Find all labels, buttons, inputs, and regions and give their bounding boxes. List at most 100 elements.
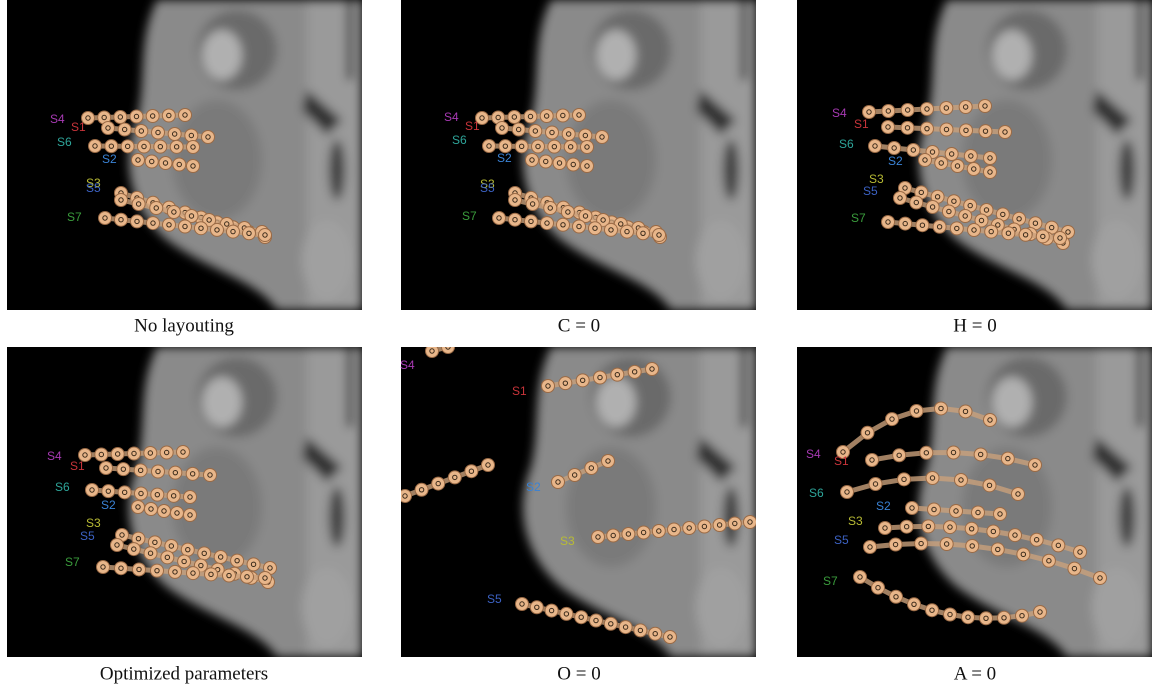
electrode-contact: [214, 551, 227, 564]
panel-caption: O = 0: [557, 663, 600, 684]
electrode-contact: [908, 598, 921, 611]
electrode-contact: [864, 541, 877, 554]
electrode-contact: [928, 503, 941, 516]
electrode-contact: [921, 122, 934, 135]
electrode-contact: [611, 368, 624, 381]
electrode-contact: [890, 590, 903, 603]
electrode-label: S5: [834, 533, 849, 547]
electrode-contact: [581, 141, 594, 154]
electrode-label: S4: [47, 449, 62, 463]
electrode-contact: [900, 520, 913, 533]
electrode-contact: [1074, 546, 1087, 559]
electrode-contact: [241, 570, 254, 583]
electrode-contact: [575, 611, 588, 624]
electrode-contact: [1052, 539, 1065, 552]
electrode-contact: [144, 447, 157, 460]
electrode-label: S7: [851, 211, 866, 225]
electrode-contact: [915, 537, 928, 550]
electrode-contact: [562, 128, 575, 141]
electrode-contact: [540, 110, 553, 123]
electrode-contact: [223, 569, 236, 582]
electrode-label: S3: [560, 534, 575, 548]
electrode-contact: [646, 363, 659, 376]
electrode-contact: [962, 611, 975, 624]
electrode-contact: [935, 157, 948, 170]
electrode-contact: [947, 446, 960, 459]
electrode-contact: [151, 488, 164, 501]
electrode-contact: [135, 487, 148, 500]
electrode-contact: [987, 525, 1000, 538]
electrode-contact: [515, 140, 528, 153]
electrode-contact: [89, 140, 102, 153]
electrode-contact: [621, 225, 634, 238]
electrode-contact: [882, 216, 895, 229]
electrode-contact: [968, 224, 981, 237]
electrode-contact: [512, 123, 525, 136]
electrode-label: S5: [86, 181, 101, 195]
electrode-contact: [974, 448, 987, 461]
electrode-contact: [898, 473, 911, 486]
electrode-label: S1: [512, 384, 527, 398]
electrode-contact: [933, 220, 946, 233]
electrode-contact: [171, 507, 184, 520]
electrode-contact: [546, 126, 559, 139]
electrode-contact: [158, 505, 171, 518]
electrode-contact: [901, 104, 914, 117]
electrode-contact: [138, 140, 151, 153]
electrode-contact: [111, 448, 124, 461]
electrode-contact: [994, 508, 1007, 521]
electrode-contact: [154, 140, 167, 153]
electrode-contact: [211, 223, 224, 236]
electrode-contact: [959, 405, 972, 418]
electrode-contact: [628, 365, 641, 378]
electrode-contact: [544, 202, 557, 215]
electrode-contact: [557, 218, 570, 231]
electrode-contact: [637, 227, 650, 240]
electrode-contact: [173, 158, 186, 171]
electrode-contact: [866, 454, 879, 467]
electrode-contact: [152, 465, 165, 478]
electrode-contact: [115, 194, 128, 207]
electrode-contact: [167, 489, 180, 502]
electrode-contact: [100, 462, 113, 475]
electrode-label: S3: [86, 516, 101, 530]
electrode-contact: [151, 564, 164, 577]
electrode-contact: [128, 447, 141, 460]
electrode-contact: [1042, 554, 1055, 567]
electrode-label: S3: [848, 514, 863, 528]
electrode-label: S5: [480, 181, 495, 195]
electrode-contact: [940, 123, 953, 136]
electrode-contact: [585, 462, 598, 475]
electrode-contact: [592, 531, 605, 544]
electrode-contact: [509, 194, 522, 207]
electrode-contact: [942, 205, 955, 218]
electrode-contact: [167, 206, 180, 219]
electrode-contact: [127, 543, 140, 556]
electrode-contact: [653, 229, 666, 242]
electrode-contact: [102, 485, 115, 498]
electrode-contact: [561, 206, 574, 219]
electrode-contact: [524, 110, 537, 123]
electrode-contact: [886, 413, 899, 426]
scan-image: [7, 0, 362, 310]
electrode-contact: [940, 102, 953, 115]
electrode-contact: [984, 414, 997, 427]
electrode-contact: [602, 455, 615, 468]
electrode-contact: [132, 154, 145, 167]
electrode-contact: [545, 604, 558, 617]
electrode-contact: [888, 142, 901, 155]
electrode-contact: [1016, 609, 1029, 622]
electrode-contact: [634, 624, 647, 637]
electrode-label: S4: [400, 358, 415, 372]
electrode-contact: [184, 509, 197, 522]
electrode-contact: [906, 502, 919, 515]
electrode-contact: [184, 491, 197, 504]
electrode-contact: [861, 426, 874, 439]
electrode-contact: [133, 563, 146, 576]
electrode-contact: [247, 558, 260, 571]
electrode-contact: [483, 140, 496, 153]
electrode-label: S2: [526, 480, 541, 494]
electrode-contact: [668, 523, 681, 536]
electrode-contact: [652, 525, 665, 538]
electrode-contact: [542, 380, 555, 393]
